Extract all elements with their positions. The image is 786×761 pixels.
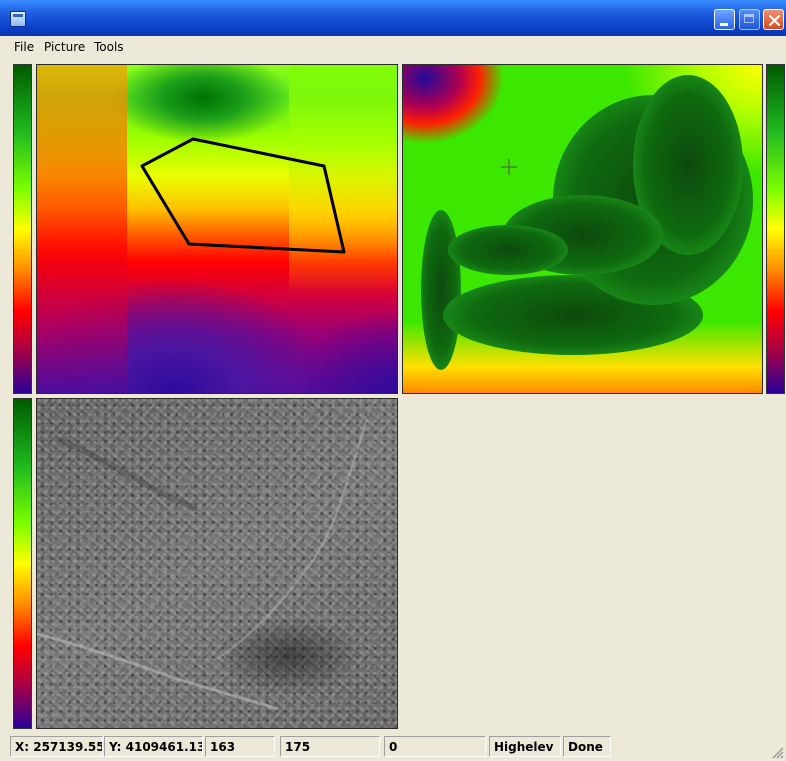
menu-file[interactable]: File <box>14 40 35 54</box>
status-field-5: 0 <box>384 736 486 757</box>
status-y-coordinate: Y: 4109461.13 <box>104 736 203 757</box>
area-polygon[interactable] <box>37 65 398 394</box>
color-legend-bottom-left <box>13 398 32 729</box>
color-legend-top-left <box>13 64 32 394</box>
road-lines <box>37 418 369 711</box>
status-bar: X: 257139.55 Y: 4109461.13 163 175 0 Hig… <box>0 734 786 761</box>
minimize-button[interactable] <box>714 9 735 30</box>
close-button[interactable] <box>763 9 784 30</box>
menu-bar: File Picture Tools <box>0 37 786 57</box>
status-state: Done <box>563 736 611 757</box>
valley-shape <box>421 210 461 370</box>
menu-tools[interactable]: Tools <box>94 40 124 54</box>
crosshair-icon <box>501 159 517 175</box>
status-x-coordinate: X: 257139.55 <box>10 736 103 757</box>
resize-grip-icon[interactable] <box>771 746 784 759</box>
distance-map[interactable] <box>402 64 763 394</box>
status-field-4: 175 <box>280 736 380 757</box>
valley-shape <box>448 225 568 275</box>
app-icon[interactable] <box>10 11 26 27</box>
status-layer-name: Highelev <box>489 736 561 757</box>
status-field-3: 163 <box>205 736 275 757</box>
grayscale-image[interactable] <box>36 398 398 729</box>
menu-picture[interactable]: Picture <box>44 40 86 54</box>
title-bar[interactable] <box>0 0 786 36</box>
close-icon <box>768 14 781 27</box>
elevation-map[interactable] <box>36 64 398 394</box>
color-legend-top-right <box>766 64 785 394</box>
maximize-button[interactable] <box>739 9 760 30</box>
